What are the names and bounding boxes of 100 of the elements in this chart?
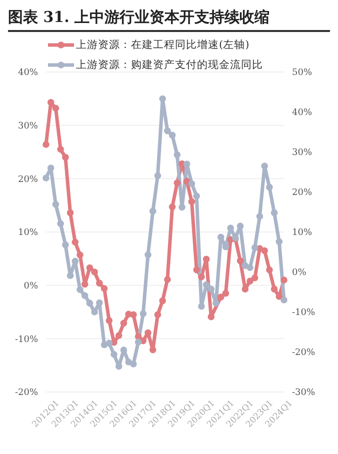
point [57,146,64,153]
y-tick-label: 20% [18,174,38,185]
point [120,320,128,327]
point [270,209,278,216]
point [154,311,162,318]
point [47,99,54,106]
point [66,272,74,279]
y2-tick-label: 30% [292,148,312,158]
y-tick-label: 10% [18,228,38,238]
point [208,313,215,320]
point [76,286,84,293]
point [130,311,137,318]
point [52,104,60,112]
point [188,198,196,205]
point [280,296,288,304]
y2-tick-label: 40% [292,108,312,118]
point [212,300,220,307]
point [57,220,64,227]
point [86,264,94,272]
point [183,160,190,168]
point [222,290,230,297]
point [164,127,171,134]
point [246,278,254,284]
point [202,281,210,288]
y-tick-label: -10% [14,334,38,345]
point [154,172,162,179]
point [130,360,137,368]
y-tick-label: 0% [24,282,38,292]
point [164,276,171,283]
point [72,238,79,246]
point [188,180,196,187]
point [276,238,283,245]
y2-tick-label: 0% [292,268,307,278]
point [193,192,200,200]
point [42,141,50,148]
point [236,222,244,230]
point [149,208,156,215]
y2-tick-label: -30% [292,388,316,398]
point [81,280,88,288]
y2-tick-label: 10% [292,228,312,238]
y2-tick-label: 50% [292,68,312,78]
point [227,224,234,232]
point [202,256,210,263]
point [266,266,273,274]
point [115,332,122,339]
point [174,151,181,158]
point [86,300,94,307]
point [110,351,118,358]
point [47,164,54,172]
point [140,310,147,317]
point [125,358,132,366]
point [81,292,88,299]
point [276,293,283,300]
point [217,294,224,300]
point [72,258,79,265]
legend-label: 上游资源：在建工程同比增速(左轴) [76,38,250,52]
point [198,273,205,280]
point [251,274,258,282]
point [178,204,186,211]
point [62,241,69,248]
point [106,340,113,347]
point [280,276,288,284]
point [159,95,166,102]
legend-label: 上游资源：购建资产支付的现金流同比 [76,58,263,72]
point [193,266,200,274]
point [62,154,69,161]
point [261,162,268,170]
point [52,201,60,208]
point [236,257,244,264]
point [270,286,278,292]
point [261,247,268,254]
point [183,178,190,185]
point [242,286,249,292]
point [115,363,122,370]
point [134,338,142,346]
y-tick-label: 30% [18,122,38,132]
point [96,280,103,287]
point [256,213,264,220]
point [76,252,84,258]
point [266,184,273,191]
y2-tick-label: -10% [292,308,316,318]
point [100,285,108,292]
point [168,132,176,139]
point [246,264,254,271]
point [174,180,181,186]
y2-tick-label: 20% [292,188,312,198]
y2-tick-label: -20% [292,348,316,358]
point [208,286,215,293]
point [91,268,98,276]
y-tick-label: -20% [14,388,38,398]
point [96,299,103,306]
chart-title: 图表 31. 上中游行业资本开支持续收缩 [8,8,330,32]
point [198,303,205,310]
point [66,209,74,216]
point [42,174,50,182]
point [144,251,152,258]
point [251,244,258,251]
y-tick-label: 40% [18,68,38,78]
point [149,346,156,354]
point [168,204,176,210]
